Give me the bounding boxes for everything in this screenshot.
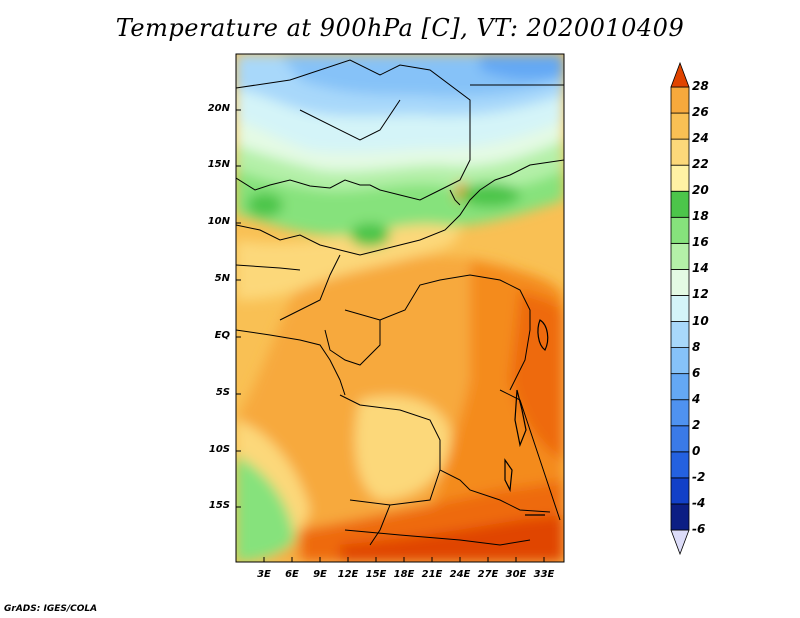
colorbar-box [670,216,690,244]
temperature-field [236,54,564,562]
colorbar-label: 6 [692,365,701,380]
map-title: Temperature at 900hPa [C], VT: 202001040… [115,14,685,42]
lat-label: EQ [214,330,230,341]
colorbar-box [670,112,690,140]
colorbar-label: 0 [692,443,701,458]
colorbar-box [670,373,690,401]
lon-label: 30E [505,569,527,580]
axis-ticks [236,109,545,562]
colorbar-label: 4 [692,391,701,406]
lon-label: 9E [313,569,327,580]
colorbar-label: 24 [692,131,709,146]
lon-label: 6E [285,569,299,580]
colorbar-label: 2 [692,417,701,432]
colorbar-box [670,86,690,114]
lat-label: 10N [207,216,230,227]
colorbar-label: 10 [692,313,709,328]
colorbar-label: -4 [692,495,706,510]
lat-label: 15N [207,159,230,170]
lon-label: 33E [533,569,555,580]
colorbar-box [670,503,690,531]
colorbar-box [670,425,690,453]
grads-credit: GrADS: IGES/COLA [4,604,98,614]
lon-label: 21E [421,569,443,580]
colorbar-box [670,451,690,479]
lat-label: 5S [215,387,230,398]
colorbar [670,61,690,556]
lat-label: 10S [208,444,230,455]
lakes [504,319,549,516]
lat-label: 20N [207,103,230,114]
colorbar-box [670,399,690,427]
colorbar-label: 14 [692,261,709,276]
colorbar-label: 8 [692,339,701,354]
lon-label: 27E [477,569,499,580]
colorbar-label: 18 [692,209,709,224]
colorbar-box [670,295,690,322]
colorbar-box [670,190,690,218]
colorbar-label: 12 [692,287,709,302]
colorbar-label: 20 [692,183,709,198]
lat-label: 5N [214,273,230,284]
colorbar-box [670,321,690,348]
colorbar-min-triangle [670,529,690,556]
colorbar-box [670,347,690,375]
colorbar-label: 28 [692,79,709,93]
colorbar-label: 16 [692,235,709,250]
colorbar-max-triangle [670,61,690,88]
colorbar-label: 22 [692,157,709,172]
colorbar-label: -6 [692,522,706,536]
country-borders [236,59,564,546]
colorbar-box [670,242,690,270]
colorbar-box [670,477,690,505]
lon-label: 24E [449,569,471,580]
lat-label: 15S [208,500,230,511]
lon-label: 15E [365,569,387,580]
colorbar-label: 26 [692,105,709,120]
lon-label: 18E [393,569,415,580]
colorbar-box [670,138,690,166]
colorbar-box [670,269,690,296]
map-frame [235,53,565,563]
lon-label: 12E [337,569,359,580]
colorbar-box [670,164,690,192]
colorbar-label: -2 [692,469,706,484]
lon-label: 3E [257,569,271,580]
